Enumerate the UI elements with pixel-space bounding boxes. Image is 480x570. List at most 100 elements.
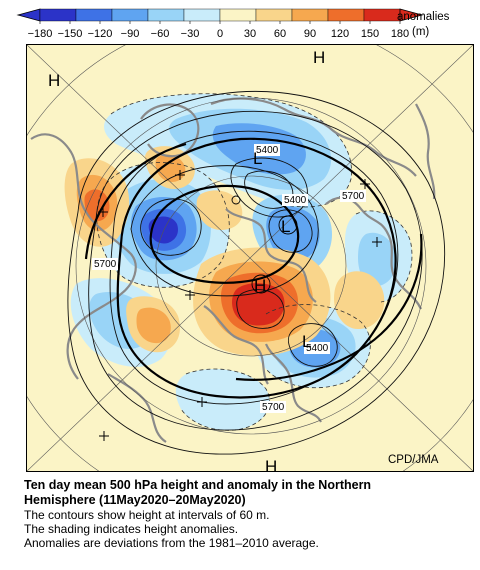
high-ring-center xyxy=(251,274,271,294)
colorbar-tick-label: 120 xyxy=(331,28,349,40)
contour-label-5: 5700 xyxy=(94,259,117,270)
latitude-circle-1 xyxy=(155,175,347,357)
colorbar-tick-label: 90 xyxy=(304,28,316,40)
anomaly-region-upper-center xyxy=(196,190,243,230)
colorbar-tick-label: −30 xyxy=(181,28,200,40)
anomaly-region-south xyxy=(175,369,270,431)
height-contour-8 xyxy=(268,209,313,253)
anomaly-region-west-pacific-deep xyxy=(148,216,178,244)
plus-marker-4 xyxy=(360,179,370,189)
colorbar-tick-label: −180 xyxy=(28,28,53,40)
colorbar-svg: −180 −150 −120 −90 −60 −30 0 30 60 90 120 150 180 an… xyxy=(16,8,450,40)
colorbar-unit-label: anomalies xyxy=(397,11,450,23)
colorbar-tick-label: −150 xyxy=(58,28,83,40)
contour-label-bg-2 xyxy=(282,194,308,206)
colorbar-segment xyxy=(291,8,329,22)
colorbar-tick-label: −60 xyxy=(151,28,170,40)
latitude-circle-2 xyxy=(75,97,427,435)
pressure-centre-rings xyxy=(231,195,298,294)
contour-label-bg-4 xyxy=(340,190,366,202)
contour-label-bg-3 xyxy=(304,342,330,354)
height-contour-9 xyxy=(287,323,338,367)
colorbar-unit-sub-label: (m) xyxy=(412,26,429,38)
colorbar-segment xyxy=(111,8,149,22)
plus-marker-1 xyxy=(175,170,185,180)
high-marker-4: H xyxy=(265,457,277,472)
height-contour-bold-1 xyxy=(116,137,397,399)
colorbar-segment xyxy=(183,8,221,22)
colorbar: −180 −150 −120 −90 −60 −30 0 30 60 90 120 150 180 an… xyxy=(0,0,480,42)
high-marker-2: H xyxy=(313,48,325,67)
coastline-greenland xyxy=(140,103,200,158)
polar-map: 5400 5400 5400 5700 5700 5700 H H H H L … xyxy=(26,44,474,472)
low-marker-2: L xyxy=(281,217,290,236)
coastline-europe xyxy=(225,208,317,303)
coastline-africa xyxy=(203,305,269,385)
colorbar-segment xyxy=(219,8,257,22)
colorbar-tick-label: 150 xyxy=(361,28,379,40)
low-marker-1: L xyxy=(253,149,262,168)
caption: Ten day mean 500 hPa height and anomaly … xyxy=(24,478,474,550)
meridian-2 xyxy=(26,44,474,472)
map-border xyxy=(26,44,474,472)
map-panel: 5400 5400 5400 5700 5700 5700 H H H H L … xyxy=(26,44,474,472)
coastline-east xyxy=(415,103,436,200)
map-credit: CPD/JMA xyxy=(388,454,439,466)
colorbar-tick-label: −120 xyxy=(88,28,113,40)
dashed-outline-2 xyxy=(110,93,352,208)
caption-line-2: The shading indicates height anomalies. xyxy=(24,522,239,536)
colorbar-segment xyxy=(39,8,77,22)
colorbar-tick-label: 180 xyxy=(391,28,409,40)
caption-line-3: Anomalies are deviations from the 1981–2… xyxy=(24,536,319,550)
coastlines xyxy=(30,97,436,443)
high-marker-1: H xyxy=(48,71,60,90)
contour-label-6: 5700 xyxy=(262,402,285,413)
contour-label-bg-1 xyxy=(254,144,280,156)
height-contour-2 xyxy=(88,110,423,431)
dashed-outline-1 xyxy=(96,162,230,288)
dashed-outline-4 xyxy=(355,210,413,303)
plus-marker-6 xyxy=(197,397,207,407)
colorbar-tick-label: 60 xyxy=(274,28,286,40)
contour-label-4: 5700 xyxy=(342,191,365,202)
contour-label-3: 5400 xyxy=(306,343,329,354)
colorbar-segment xyxy=(255,8,293,22)
dashed-outline-5 xyxy=(180,368,270,431)
height-contour-3 xyxy=(67,90,446,455)
height-contours-bold xyxy=(84,137,423,399)
anomaly-region-central-high-core xyxy=(232,283,285,326)
colorbar-tick-label: 30 xyxy=(244,28,256,40)
height-contour-bold-2 xyxy=(149,184,300,284)
colorbar-segment xyxy=(75,8,113,22)
plus-marker-5 xyxy=(372,237,382,247)
anomaly-region-left-low-2 xyxy=(136,307,171,344)
height-contour-bold-4 xyxy=(235,233,423,381)
caption-title-line-1: Ten day mean 500 hPa height and anomaly … xyxy=(24,478,372,492)
low-marker-3: L xyxy=(302,332,311,351)
small-ring xyxy=(231,195,241,205)
pressure-centres: H H H H L L L xyxy=(48,48,325,472)
caption-title-line-2: Hemisphere (11May2020–20May2020) xyxy=(24,493,246,507)
colorbar-arrow-left xyxy=(16,8,41,22)
contour-label-2: 5400 xyxy=(284,195,307,206)
contour-label-bg-5 xyxy=(92,258,118,270)
low-ring-europe xyxy=(278,215,298,235)
contour-label-1: 5400 xyxy=(256,145,279,156)
height-contour-bold-3 xyxy=(84,142,187,260)
colorbar-tick-label: 0 xyxy=(217,28,223,40)
colorbar-segment xyxy=(363,8,401,22)
coastline-north-america xyxy=(30,133,137,380)
colorbar-segment xyxy=(147,8,185,22)
anomaly-region-right-low xyxy=(334,271,385,329)
plus-marker-2 xyxy=(98,207,108,217)
height-contour-10 xyxy=(236,289,285,329)
contour-labels: 5400 5400 5400 5700 5700 5700 xyxy=(92,144,366,413)
colorbar-tick-label: −90 xyxy=(121,28,140,40)
caption-line-1: The contours show height at intervals of… xyxy=(24,508,270,522)
coastline-eurasia-north xyxy=(210,97,417,177)
plus-marker-7 xyxy=(99,431,109,441)
anomaly-dashed-outlines xyxy=(96,93,413,431)
contour-label-bg-6 xyxy=(260,401,286,413)
anomaly-region-east-edge-2 xyxy=(358,232,397,286)
high-marker-3: H xyxy=(254,276,266,295)
